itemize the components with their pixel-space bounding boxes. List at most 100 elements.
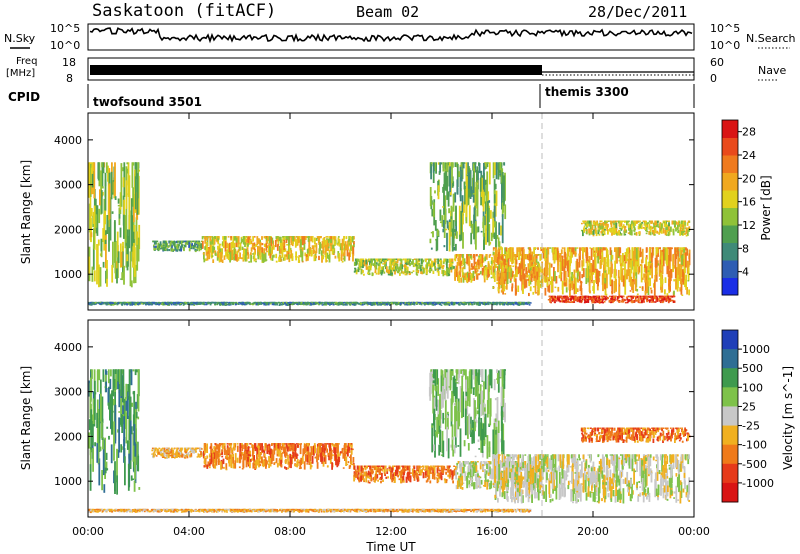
echo-cell bbox=[173, 301, 175, 304]
echo-cell bbox=[684, 227, 687, 229]
echo-cell bbox=[465, 188, 468, 218]
echo-cell bbox=[560, 249, 563, 254]
echo-cell bbox=[432, 304, 435, 306]
echo-cell bbox=[500, 302, 502, 305]
echo-cell bbox=[605, 225, 607, 229]
nave-tick-bottom: 0 bbox=[710, 72, 717, 85]
echo-cell bbox=[635, 261, 638, 266]
echo-cell bbox=[598, 302, 601, 304]
echo-cell bbox=[125, 193, 128, 231]
echo-cell bbox=[623, 231, 626, 236]
echo-cell bbox=[353, 261, 356, 266]
echo-cell bbox=[604, 223, 607, 226]
echo-cell bbox=[492, 302, 495, 305]
echo-cell bbox=[136, 173, 139, 215]
echo-cell bbox=[250, 252, 252, 256]
echo-cell bbox=[511, 260, 513, 265]
echo-cell bbox=[194, 248, 197, 252]
echo-cell bbox=[411, 271, 413, 274]
echo-cell bbox=[486, 302, 489, 305]
echo-cell bbox=[146, 301, 149, 304]
echo-cell bbox=[532, 273, 535, 279]
echo-cell bbox=[336, 303, 339, 306]
echo-cell bbox=[534, 275, 536, 279]
echo-cell bbox=[218, 243, 221, 252]
echo-cell bbox=[611, 299, 614, 302]
echo-cell bbox=[500, 225, 502, 236]
echo-cell bbox=[537, 261, 540, 269]
echo-cell bbox=[642, 226, 645, 229]
echo-cell bbox=[296, 303, 298, 305]
echo-cell bbox=[352, 303, 354, 306]
echo-cell bbox=[541, 276, 544, 287]
echo-cell bbox=[369, 264, 372, 271]
echo-cell bbox=[581, 260, 584, 267]
echo-cell bbox=[336, 302, 338, 305]
echo-cell bbox=[470, 254, 472, 259]
echo-cell bbox=[331, 250, 334, 255]
echo-cell bbox=[418, 266, 420, 269]
echo-cell bbox=[217, 251, 219, 258]
echo-cell bbox=[206, 236, 209, 247]
echo-cell bbox=[581, 222, 583, 225]
echo-cell bbox=[540, 247, 543, 249]
echo-cell bbox=[677, 256, 680, 271]
echo-cell bbox=[214, 236, 216, 238]
echo-cell bbox=[610, 297, 612, 300]
echo-cell bbox=[396, 259, 399, 262]
echo-cell bbox=[528, 292, 530, 297]
echo-cell bbox=[496, 235, 499, 239]
echo-cell bbox=[659, 249, 662, 258]
echo-cell bbox=[493, 275, 496, 282]
echo-cell bbox=[472, 163, 475, 171]
echo-cell bbox=[324, 251, 327, 256]
echo-cell bbox=[96, 302, 99, 304]
echo-cell bbox=[226, 249, 229, 254]
echo-cell bbox=[413, 265, 416, 267]
echo-cell bbox=[144, 301, 146, 304]
echo-cell bbox=[471, 263, 473, 268]
echo-cell bbox=[590, 229, 592, 234]
echo-cell bbox=[490, 276, 493, 279]
echo-cell bbox=[387, 301, 389, 304]
echo-cell bbox=[195, 243, 198, 246]
echo-cell bbox=[548, 284, 551, 293]
echo-cell bbox=[328, 304, 331, 306]
echo-cell bbox=[675, 221, 678, 225]
echo-cell bbox=[391, 272, 393, 275]
echo-cell bbox=[176, 302, 179, 305]
echo-cell bbox=[423, 303, 426, 306]
echo-cell bbox=[661, 255, 663, 264]
echo-cell bbox=[227, 254, 230, 260]
echo-cell bbox=[476, 169, 478, 184]
echo-cell bbox=[656, 297, 658, 301]
echo-cell bbox=[553, 254, 556, 264]
echo-cell bbox=[646, 222, 649, 225]
echo-cell bbox=[621, 226, 624, 230]
echo-cell bbox=[662, 227, 665, 234]
echo-cell bbox=[452, 220, 455, 247]
echo-cell bbox=[641, 221, 643, 224]
cpid-mode-themis: themis 3300 bbox=[545, 85, 629, 99]
echo-cell bbox=[670, 269, 673, 278]
echo-cell bbox=[651, 247, 654, 258]
echo-cell bbox=[492, 286, 495, 289]
echo-cell bbox=[420, 302, 422, 305]
echo-cell bbox=[383, 262, 386, 265]
echo-cell bbox=[668, 222, 670, 227]
echo-cell bbox=[592, 263, 595, 272]
echo-cell bbox=[278, 301, 281, 304]
echo-cell bbox=[586, 247, 588, 252]
echo-cell bbox=[467, 301, 470, 304]
echo-cell bbox=[614, 260, 616, 278]
echo-cell bbox=[320, 236, 322, 238]
echo-cell bbox=[119, 227, 122, 238]
echo-cell bbox=[342, 257, 345, 260]
echo-cell bbox=[643, 301, 645, 303]
echo-cell bbox=[546, 257, 548, 271]
echo-cell bbox=[555, 300, 557, 302]
echo-cell bbox=[106, 303, 109, 306]
frequency-band-twofsound bbox=[90, 65, 542, 75]
echo-cell bbox=[647, 261, 650, 264]
echo-cell bbox=[531, 262, 533, 266]
